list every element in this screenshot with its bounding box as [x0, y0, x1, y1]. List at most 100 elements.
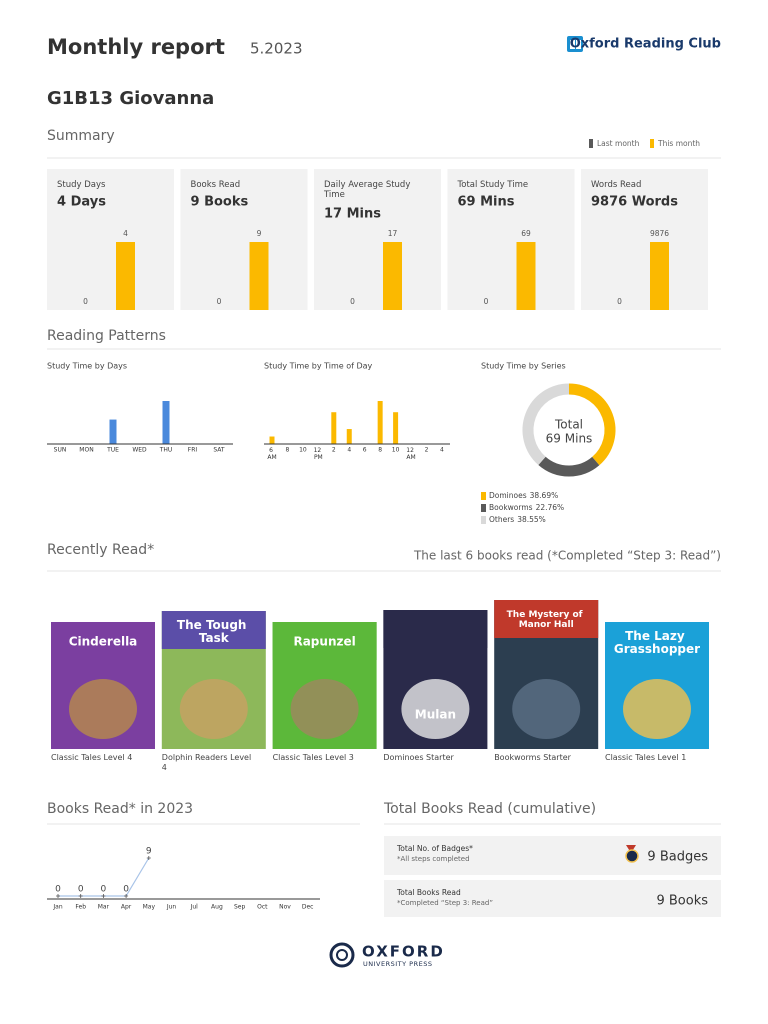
donut-segment	[522, 383, 570, 465]
legend-label: Dominoes 38.69%	[489, 491, 558, 500]
summary-card	[447, 169, 575, 310]
bar-value-label: 0	[217, 297, 222, 306]
bar-value-label: 9	[257, 229, 262, 238]
summary-card	[581, 169, 708, 310]
summary-bar	[650, 242, 669, 310]
legend-name: Bookworms	[489, 503, 533, 512]
brand-name: Oxford Reading Club	[570, 37, 721, 52]
card-value: 17 Mins	[324, 207, 381, 222]
summary-bar	[116, 242, 135, 310]
summary-bar	[383, 242, 402, 310]
x-tick-label: Aug	[211, 904, 223, 911]
chart-title: Study Time by Series	[481, 362, 566, 371]
point-value-label: 0	[55, 885, 61, 895]
chart-title: Study Time by Time of Day	[264, 362, 373, 371]
x-tick-label: Sep	[234, 904, 246, 911]
point-marker	[146, 856, 151, 860]
legend-label: Bookworms 22.76%	[489, 503, 564, 512]
book-series: Classic Tales Level 3	[273, 753, 354, 762]
book-cover-band	[51, 622, 155, 660]
legend-swatch	[481, 492, 486, 500]
book-cover-art	[179, 679, 248, 739]
totals-row	[384, 836, 721, 875]
bar-value-label: 17	[388, 229, 398, 238]
bar	[346, 429, 352, 444]
footer-brand: OXFORD	[362, 943, 445, 961]
card-value: 9 Books	[191, 195, 249, 210]
donut-center-label: Total	[554, 418, 583, 432]
book-series: Dominoes Starter	[383, 753, 454, 762]
book-cover-band	[605, 622, 709, 660]
book-cover-art	[290, 679, 359, 739]
x-tick-label: Oct	[257, 904, 268, 911]
bar	[331, 412, 337, 444]
x-tick-label: Nov	[279, 904, 291, 911]
book-series: Classic Tales Level 4	[51, 753, 132, 762]
x-tick-label: Jul	[190, 904, 199, 911]
card-value: 69 Mins	[458, 195, 515, 210]
x-tick-label: Feb	[75, 904, 86, 911]
card-label: Daily Average Study Time	[323, 180, 413, 200]
bar-value-label: 0	[484, 297, 489, 306]
card-label: Books Read	[191, 180, 241, 190]
oxford-logo-inner	[336, 949, 348, 961]
donut-segment	[538, 456, 600, 477]
x-tick-label: SUN	[54, 447, 67, 454]
x-tick-label: 2	[332, 447, 336, 454]
bar-value-label: 0	[83, 297, 88, 306]
book-cover-art	[401, 679, 470, 739]
brand-icon-book	[570, 40, 581, 49]
section-note: The last 6 books read (*Completed “Step …	[413, 549, 721, 563]
point-marker	[101, 894, 106, 898]
summary-card	[314, 169, 441, 310]
x-tick-label: Dec	[302, 904, 314, 911]
point-value-label: 0	[123, 885, 129, 895]
section-title: Books Read* in 2023	[47, 801, 193, 817]
bar-value-label: 0	[617, 297, 622, 306]
x-tick-label: 8	[378, 447, 382, 454]
legend-label: Last month	[597, 139, 640, 148]
x-tick-label: Jan	[52, 904, 62, 911]
point-value-label: 0	[78, 885, 84, 895]
donut-center-value: 69 Mins	[546, 432, 593, 446]
book-cover-band	[383, 610, 488, 648]
book-series: Dolphin Readers Level 4	[162, 753, 254, 772]
totals-note: *All steps completed	[397, 855, 470, 863]
x-tick-label: Jun	[166, 904, 177, 911]
card-value: 9876 Words	[591, 195, 678, 210]
point-marker	[124, 894, 129, 898]
book-cover-art	[512, 679, 581, 739]
section-title: Summary	[47, 128, 115, 144]
x-tick-label: SAT	[213, 447, 225, 454]
student-name: G1B13 Giovanna	[47, 88, 214, 109]
footer-subtitle: UNIVERSITY PRESS	[363, 960, 432, 968]
book-cover-art	[623, 679, 691, 739]
bar-value-label: 4	[123, 229, 128, 238]
legend-label: This month	[657, 139, 700, 148]
totals-row	[384, 880, 721, 917]
totals-label: Total Books Read	[396, 888, 461, 897]
book-cover-title: The Tough Task	[177, 618, 251, 645]
legend-value: 38.55%	[517, 515, 546, 524]
oxford-logo	[329, 942, 355, 968]
x-tick-label: FRI	[188, 447, 198, 454]
summary-bar	[249, 242, 269, 310]
legend-swatch	[650, 139, 654, 148]
x-tick-label: MON	[79, 447, 93, 454]
bar	[377, 401, 383, 444]
totals-value: 9 Badges	[647, 850, 708, 865]
x-tick-label: WED	[132, 447, 147, 454]
x-tick-label: TUE	[106, 447, 119, 454]
book-cover-band	[161, 611, 266, 649]
book-cover-band	[272, 622, 377, 660]
card-label: Total Study Time	[457, 180, 529, 190]
legend-swatch	[481, 504, 486, 512]
x-tick-label: 2	[425, 447, 429, 454]
x-tick-label: Mar	[98, 904, 110, 911]
x-tick-label: 6 AM	[267, 447, 276, 461]
totals-label: Total No. of Badges*	[396, 844, 473, 853]
bar-value-label: 0	[350, 297, 355, 306]
x-tick-label: 10	[392, 447, 400, 454]
